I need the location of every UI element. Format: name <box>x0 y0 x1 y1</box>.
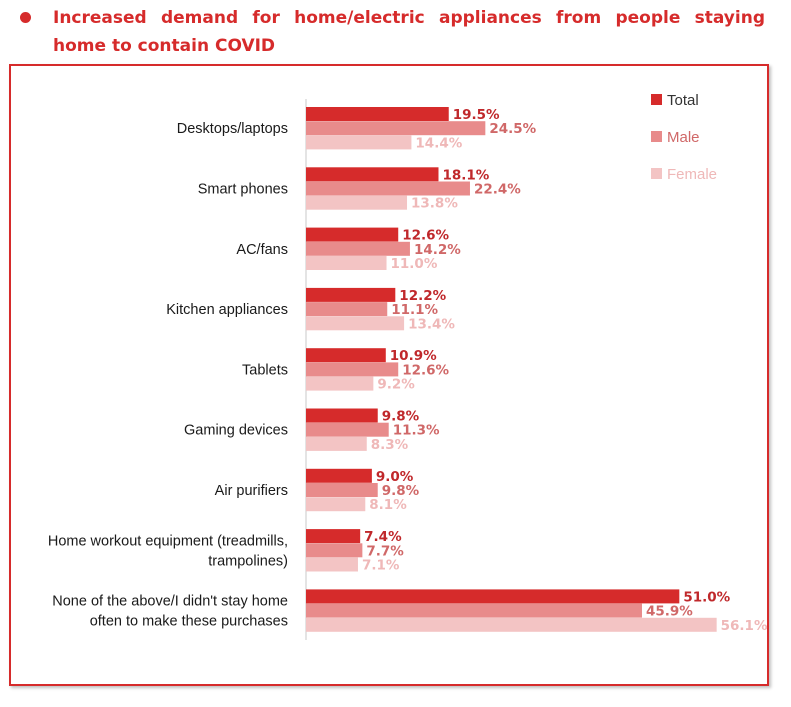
bar-male <box>306 603 642 618</box>
bar-female <box>306 617 717 632</box>
bar-male <box>306 121 486 136</box>
bar-female <box>306 557 358 572</box>
data-label: 9.2% <box>377 377 415 393</box>
bar-female <box>306 256 387 270</box>
bullet-icon <box>20 12 31 23</box>
bar-female <box>306 376 374 391</box>
category-label: often to make these purchases <box>90 614 288 630</box>
bar-female <box>306 316 405 331</box>
legend-label: Male <box>667 129 700 146</box>
bar-total <box>306 408 378 423</box>
data-label: 14.2% <box>414 242 461 258</box>
bar-male <box>306 362 399 377</box>
data-label: 11.3% <box>393 423 440 439</box>
bar-male <box>306 543 363 558</box>
bar-male <box>306 241 410 256</box>
data-label: 13.4% <box>408 316 455 332</box>
data-label: 13.8% <box>411 196 458 212</box>
data-label: 12.2% <box>399 288 446 304</box>
page-title: Increased demand for home/electric appli… <box>53 8 765 56</box>
category-label: Kitchen appliances <box>166 302 288 318</box>
bar-total <box>306 287 396 302</box>
category-label: Desktops/laptops <box>177 121 288 137</box>
bar-male <box>306 181 470 196</box>
data-label: 9.8% <box>382 483 420 499</box>
category-label: None of the above/I didn't stay home <box>52 594 288 610</box>
bar-male <box>306 422 389 437</box>
data-label: 8.3% <box>371 437 409 453</box>
bar-female <box>306 135 412 150</box>
data-label: 19.5% <box>453 107 500 123</box>
category-label: Smart phones <box>198 182 288 198</box>
category-label: Air purifiers <box>215 483 288 499</box>
bar-total <box>306 107 449 121</box>
bar-total <box>306 227 399 242</box>
category-label: AC/fans <box>236 242 288 258</box>
data-label: 7.4% <box>364 529 402 545</box>
bar-female <box>306 195 408 210</box>
legend-swatch-female <box>651 168 662 179</box>
legend-swatch-male <box>651 131 662 142</box>
category-label: trampolines) <box>208 553 288 569</box>
bar-total <box>306 589 680 604</box>
bar-male <box>306 483 378 497</box>
data-label: 8.1% <box>369 497 407 513</box>
data-label: 51.0% <box>683 589 730 605</box>
data-label: 24.5% <box>489 121 536 137</box>
bar-male <box>306 302 388 317</box>
bar-total <box>306 529 361 544</box>
category-label: Gaming devices <box>184 423 288 439</box>
data-label: 9.0% <box>376 469 414 485</box>
data-label: 12.6% <box>402 228 449 244</box>
bar-total <box>306 167 439 182</box>
category-label: Home workout equipment (treadmills, <box>48 533 288 549</box>
data-label: 14.4% <box>415 135 462 151</box>
legend-label: Total <box>667 92 699 109</box>
bar-female <box>306 497 366 512</box>
data-label: 11.0% <box>391 256 438 272</box>
category-label: Tablets <box>242 362 288 378</box>
bar-female <box>306 436 367 451</box>
legend-swatch-total <box>651 94 662 105</box>
bar-total <box>306 468 372 483</box>
data-label: 11.1% <box>391 302 438 318</box>
bar-total <box>306 348 386 363</box>
data-label: 22.4% <box>474 182 521 198</box>
data-label: 7.1% <box>362 558 400 574</box>
data-label: 56.1% <box>721 618 768 634</box>
data-label: 18.1% <box>442 167 489 183</box>
data-label: 10.9% <box>390 348 437 364</box>
data-label: 7.7% <box>366 543 404 559</box>
data-label: 9.8% <box>382 409 420 425</box>
legend-label: Female <box>667 166 717 183</box>
data-label: 45.9% <box>646 604 693 620</box>
data-label: 12.6% <box>402 362 449 378</box>
title-row: Increased demand for home/electric appli… <box>20 4 765 60</box>
